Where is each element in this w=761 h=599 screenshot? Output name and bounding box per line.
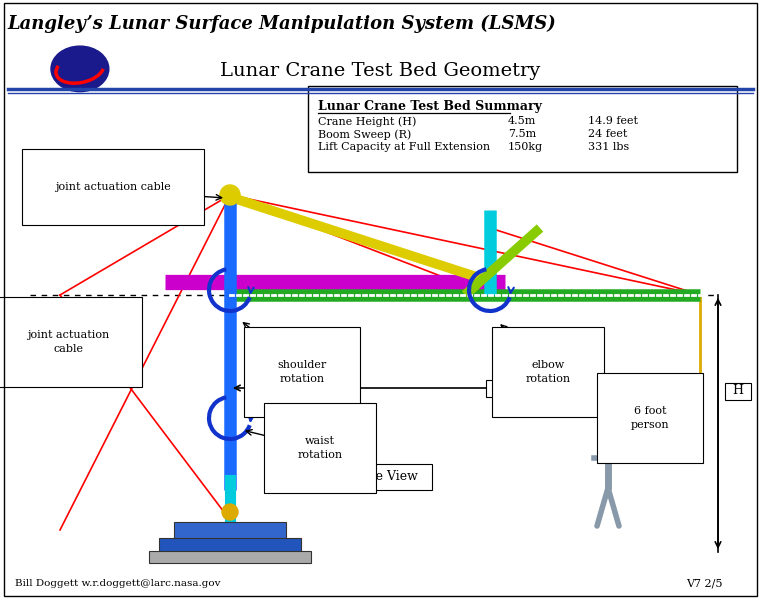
Text: R: R — [496, 382, 506, 395]
Text: 7.5m: 7.5m — [508, 129, 537, 139]
Text: elbow
rotation: elbow rotation — [525, 361, 571, 383]
FancyBboxPatch shape — [725, 383, 751, 400]
Text: 14.9 feet: 14.9 feet — [588, 116, 638, 126]
Text: Lift Capacity at Full Extension: Lift Capacity at Full Extension — [318, 142, 490, 152]
Text: 4.5m: 4.5m — [508, 116, 537, 126]
Text: Lunar Crane Test Bed Summary: Lunar Crane Test Bed Summary — [318, 100, 542, 113]
Text: 6 foot
person: 6 foot person — [631, 406, 670, 429]
Text: Lunar Crane Test Bed Geometry: Lunar Crane Test Bed Geometry — [221, 62, 540, 80]
Text: joint actuation cable: joint actuation cable — [55, 182, 171, 192]
Text: 331 lbs: 331 lbs — [588, 142, 629, 152]
Text: 150kg: 150kg — [508, 142, 543, 152]
FancyBboxPatch shape — [149, 551, 311, 563]
Text: Langley’s Lunar Surface Manipulation System (LSMS): Langley’s Lunar Surface Manipulation Sys… — [8, 15, 556, 33]
Text: Boom Sweep (R): Boom Sweep (R) — [318, 129, 411, 140]
Circle shape — [598, 422, 618, 442]
Text: H: H — [733, 385, 743, 398]
FancyBboxPatch shape — [340, 464, 432, 490]
Text: Crane Height (H): Crane Height (H) — [318, 116, 416, 126]
Circle shape — [220, 185, 240, 205]
Text: 24 feet: 24 feet — [588, 129, 627, 139]
FancyBboxPatch shape — [308, 86, 737, 172]
Text: joint actuation
cable: joint actuation cable — [27, 331, 109, 353]
Text: waist
rotation: waist rotation — [298, 437, 342, 459]
Text: Bill Doggett w.r.doggett@larc.nasa.gov: Bill Doggett w.r.doggett@larc.nasa.gov — [15, 579, 221, 588]
FancyBboxPatch shape — [486, 380, 516, 397]
Text: Side View: Side View — [355, 470, 418, 483]
Text: shoulder
rotation: shoulder rotation — [277, 361, 326, 383]
FancyBboxPatch shape — [174, 522, 286, 540]
Text: V7 2/5: V7 2/5 — [686, 578, 723, 588]
FancyBboxPatch shape — [159, 538, 301, 553]
Circle shape — [222, 504, 238, 520]
